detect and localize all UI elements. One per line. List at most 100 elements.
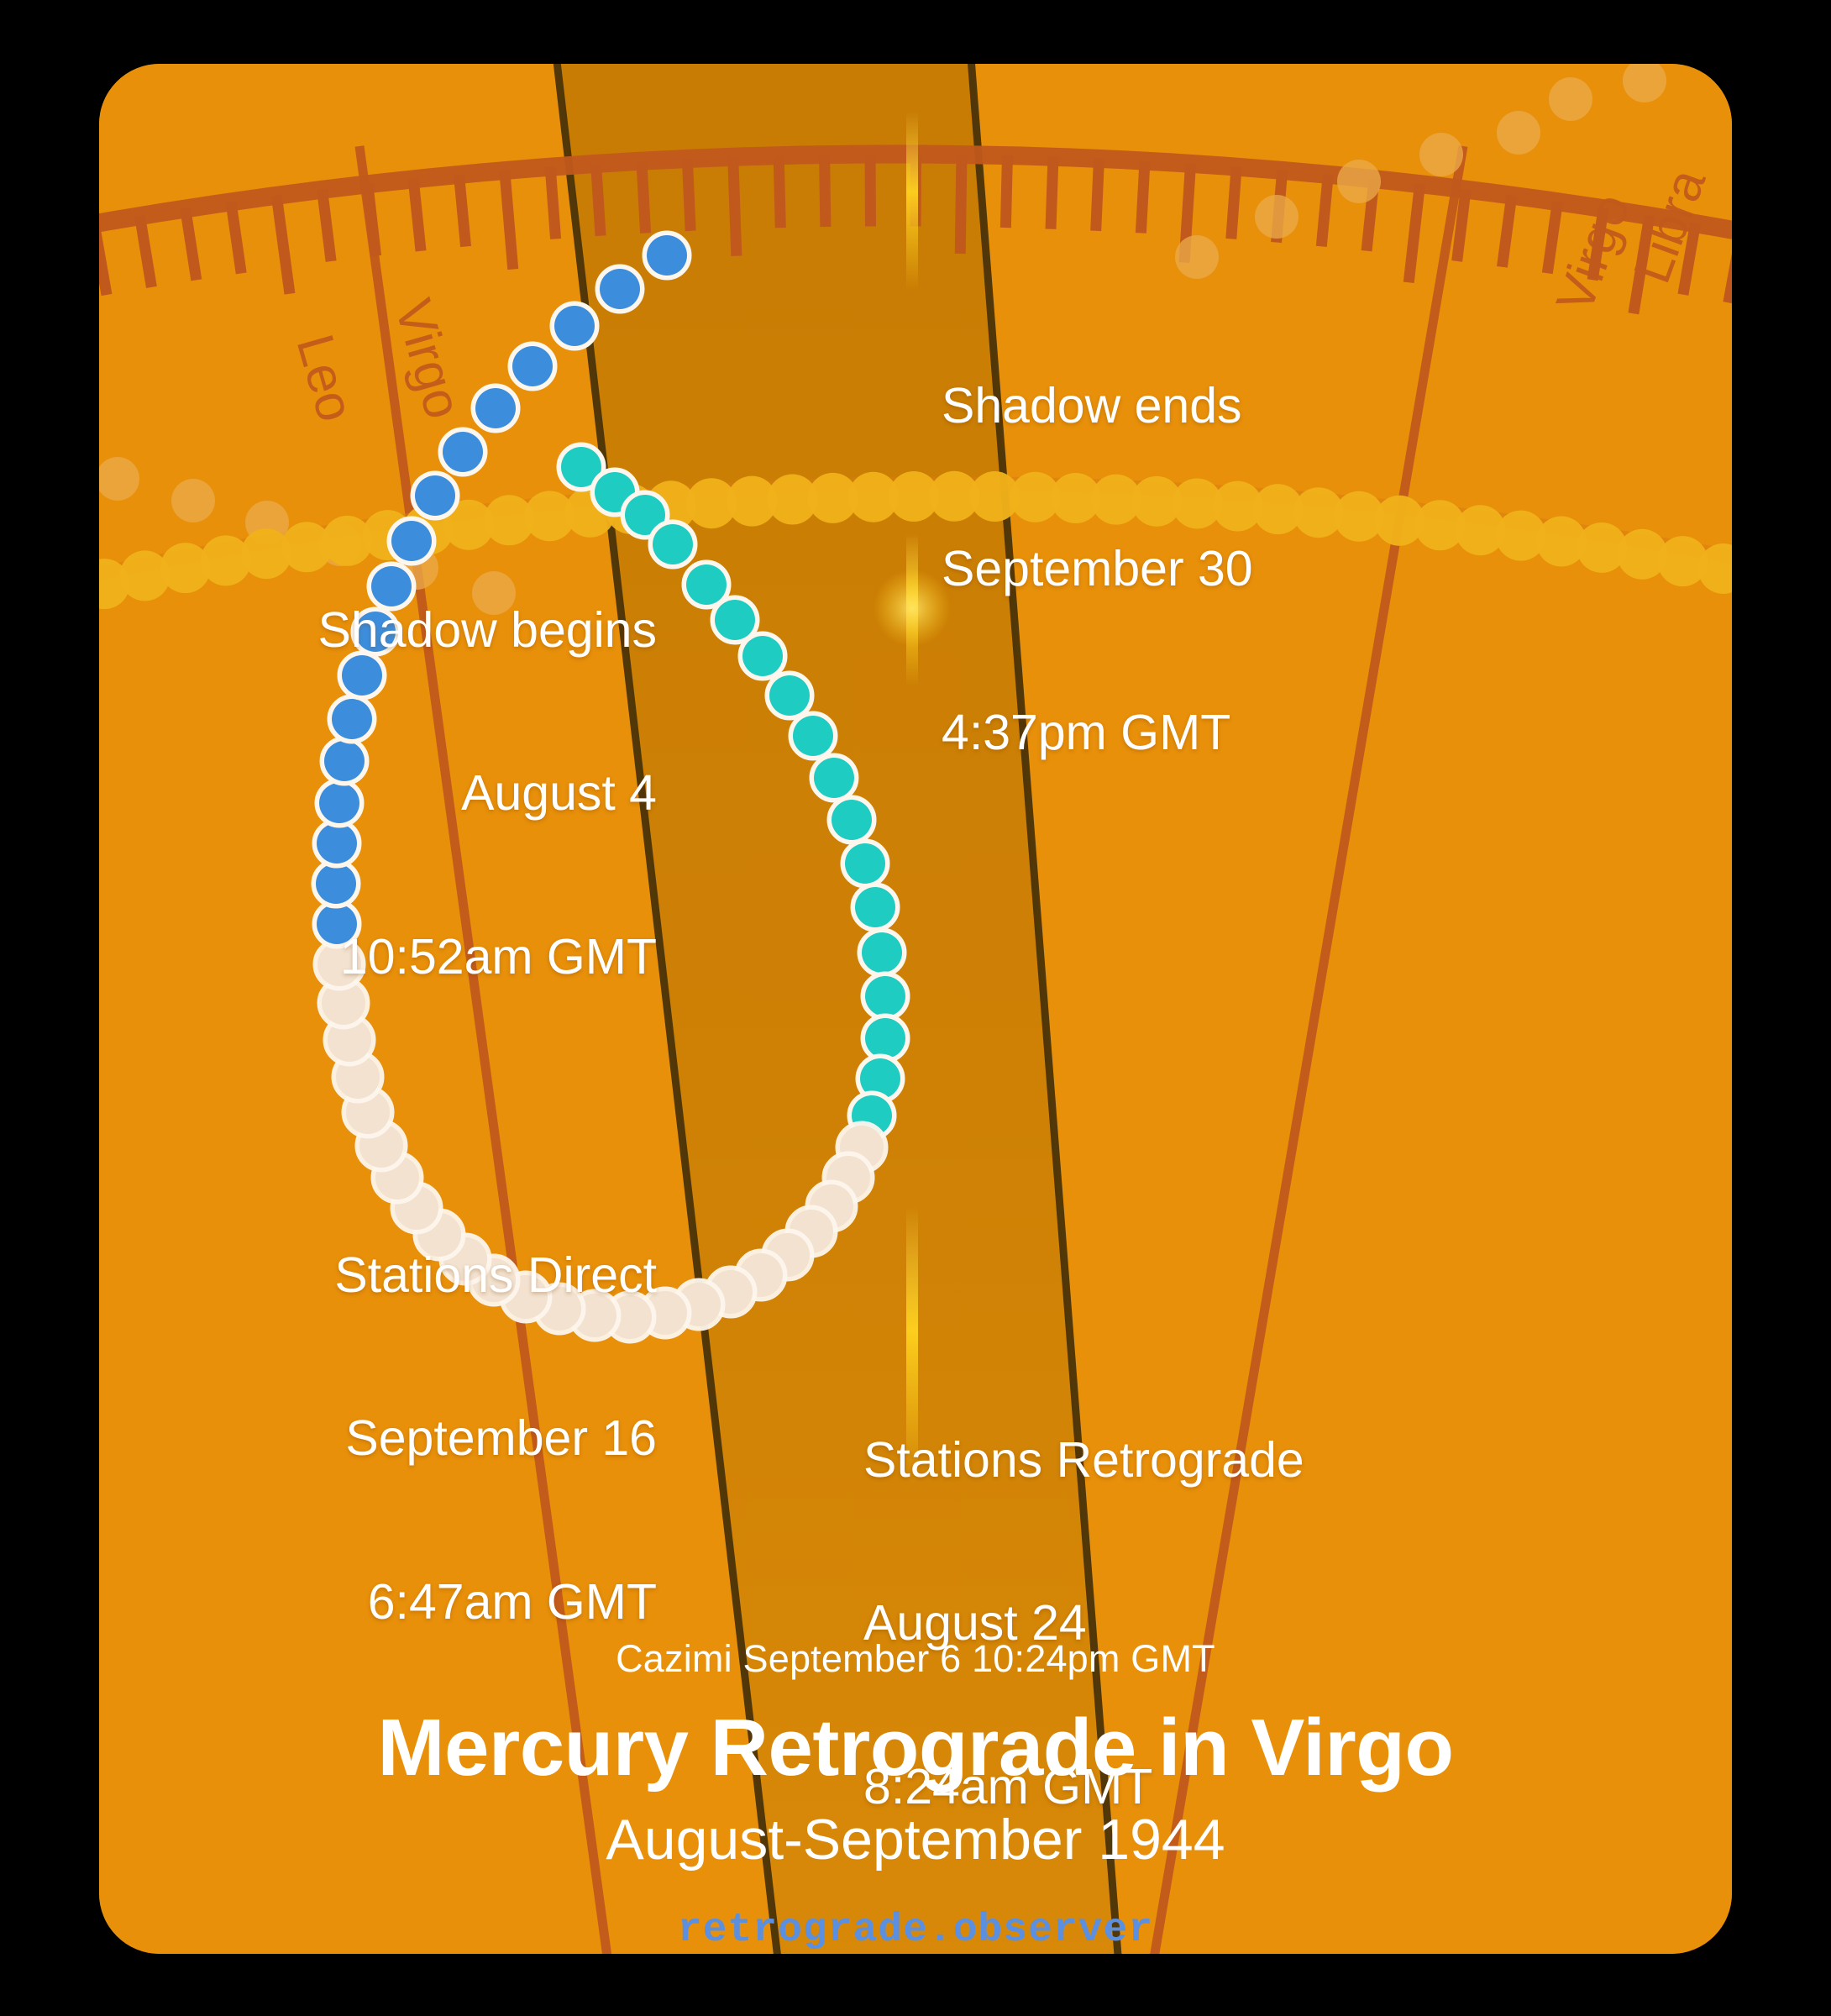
ruler-tick-minor xyxy=(407,178,427,252)
ruler-tick-minor xyxy=(681,158,696,232)
faded-trail-dot xyxy=(1623,64,1666,102)
boundary-virgo-libra xyxy=(1150,145,1468,1954)
mercury-dot-fill xyxy=(865,1018,905,1058)
ecliptic-dot-arc xyxy=(99,470,1732,610)
sign-boundary-lines xyxy=(354,145,1468,1954)
mercury-dot-ring xyxy=(710,595,760,645)
sky-layer xyxy=(99,64,1732,1954)
faded-trail-dot xyxy=(1175,235,1219,279)
ruler-tick-minor xyxy=(773,155,786,228)
mercury-dot-fill xyxy=(600,269,640,309)
ruler-tick-minor xyxy=(453,174,472,248)
ecliptic-dot xyxy=(1010,471,1061,522)
mercury-dot-ring xyxy=(507,341,558,391)
mercury-dot-direct-post-retrograde xyxy=(410,470,460,521)
ruler-tick-minor xyxy=(1541,201,1563,275)
mercury-dot-fill xyxy=(332,699,372,739)
ruler-tick-minor xyxy=(362,183,382,257)
ruler-tick-minor xyxy=(1045,156,1059,229)
mercury-dot-direct-post-retrograde xyxy=(350,606,401,657)
zodiac-label-virgo-2: Virgo xyxy=(1545,186,1641,320)
stations-retrograde-line1: Stations Retrograde xyxy=(863,1431,1304,1488)
mercury-dot-fill xyxy=(715,600,755,640)
shadow-begins-line2: August 4 xyxy=(461,765,657,822)
degree-ruler-ticks xyxy=(99,154,1732,315)
ruler-tick-minor xyxy=(1723,253,1732,304)
ecliptic-dot xyxy=(1617,528,1668,580)
mercury-dot-fill xyxy=(371,566,412,606)
ecliptic-dot xyxy=(767,474,818,525)
site-watermark[interactable]: retrograde.observer xyxy=(677,1908,1154,1953)
mercury-dot-fill xyxy=(647,235,687,276)
mercury-dot-fill xyxy=(865,976,905,1016)
mercury-dot-direct-pre-retrograde xyxy=(737,631,788,681)
cazimi-note: Cazimi September 6 10:24pm GMT xyxy=(616,1637,1215,1680)
mercury-dot-ring xyxy=(648,519,698,570)
mercury-dot-fill xyxy=(415,475,455,516)
faded-trail-dot xyxy=(171,479,215,522)
ruler-tick-minor xyxy=(1315,174,1334,247)
ruler-tick-minor xyxy=(819,154,832,228)
ruler-tick-minor xyxy=(544,166,562,239)
mercury-dot-fill xyxy=(653,524,693,564)
mercury-dot-fill xyxy=(832,800,872,840)
mercury-path-layer xyxy=(99,64,1732,1344)
mercury-dot-fill xyxy=(862,932,902,973)
ecliptic-dot xyxy=(929,470,980,522)
mercury-dot-direct-pre-retrograde xyxy=(681,559,732,610)
ecliptic-dot xyxy=(1374,495,1425,546)
ecliptic-dot xyxy=(1657,536,1708,587)
ruler-tick-minor xyxy=(1497,194,1518,268)
faded-trail-dot xyxy=(1255,195,1298,239)
ecliptic-dot xyxy=(1212,480,1263,532)
mercury-dot-ring xyxy=(595,264,645,314)
mercury-dot-direct-pre-retrograde xyxy=(826,795,877,845)
cazimi-beam-top xyxy=(906,113,918,289)
ruler-tick-minor xyxy=(1225,166,1242,239)
decan-line-right xyxy=(968,64,1122,1954)
mercury-dot-direct-post-retrograde xyxy=(366,561,417,612)
mercury-dot-direct-post-retrograde xyxy=(549,301,600,351)
ruler-tick-minor xyxy=(134,215,157,288)
ecliptic-dot xyxy=(1131,475,1183,527)
ecliptic-dot xyxy=(1172,478,1223,529)
mercury-dot-fill xyxy=(845,843,885,884)
ruler-tick-minor xyxy=(636,160,652,234)
mercury-dot-ring xyxy=(366,561,417,612)
mercury-dot-fill xyxy=(769,675,810,716)
ecliptic-dot xyxy=(484,495,535,546)
ecliptic-dot xyxy=(524,491,575,542)
ruler-tick-major xyxy=(727,156,742,256)
annotation-stations-direct: Stations Direct September 16 6:47am GMT xyxy=(205,1139,657,1739)
ruler-tick-major xyxy=(499,170,519,270)
ruler-tick-minor xyxy=(225,201,247,275)
mercury-dot-fill xyxy=(324,741,365,781)
ruler-tick-minor xyxy=(1677,222,1701,296)
mercury-position-dots xyxy=(311,230,910,1344)
mercury-dot-direct-post-retrograde xyxy=(470,383,521,433)
mercury-dot-direct-pre-retrograde xyxy=(556,442,606,492)
mercury-dot-fill xyxy=(316,864,356,904)
ecliptic-dot xyxy=(686,478,737,529)
mercury-dot-direct-post-retrograde xyxy=(595,264,645,314)
mercury-dot-ring xyxy=(826,795,877,845)
ecliptic-dot xyxy=(1535,516,1587,567)
mercury-dot-fill xyxy=(855,887,895,927)
ruler-tick-minor xyxy=(180,207,202,281)
shadow-ends-line2: September 30 xyxy=(942,541,1253,597)
mercury-dot-fill xyxy=(443,432,483,472)
mercury-dot-fill xyxy=(319,783,359,823)
mercury-dot-fill xyxy=(742,636,783,676)
zodiac-label-virgo-1: Virgo xyxy=(384,293,473,425)
mercury-dot-direct-post-retrograde xyxy=(642,230,692,281)
chart-subtitle: August-September 1944 xyxy=(606,1808,1225,1872)
faded-trail-dot xyxy=(1419,133,1463,176)
ruler-tick-major xyxy=(954,154,968,255)
mercury-dot-ring xyxy=(764,670,815,721)
faded-trail-dot xyxy=(472,571,516,615)
ecliptic-dot xyxy=(1414,500,1466,551)
ecliptic-dot xyxy=(889,471,939,522)
mercury-dot-ring xyxy=(438,427,488,477)
